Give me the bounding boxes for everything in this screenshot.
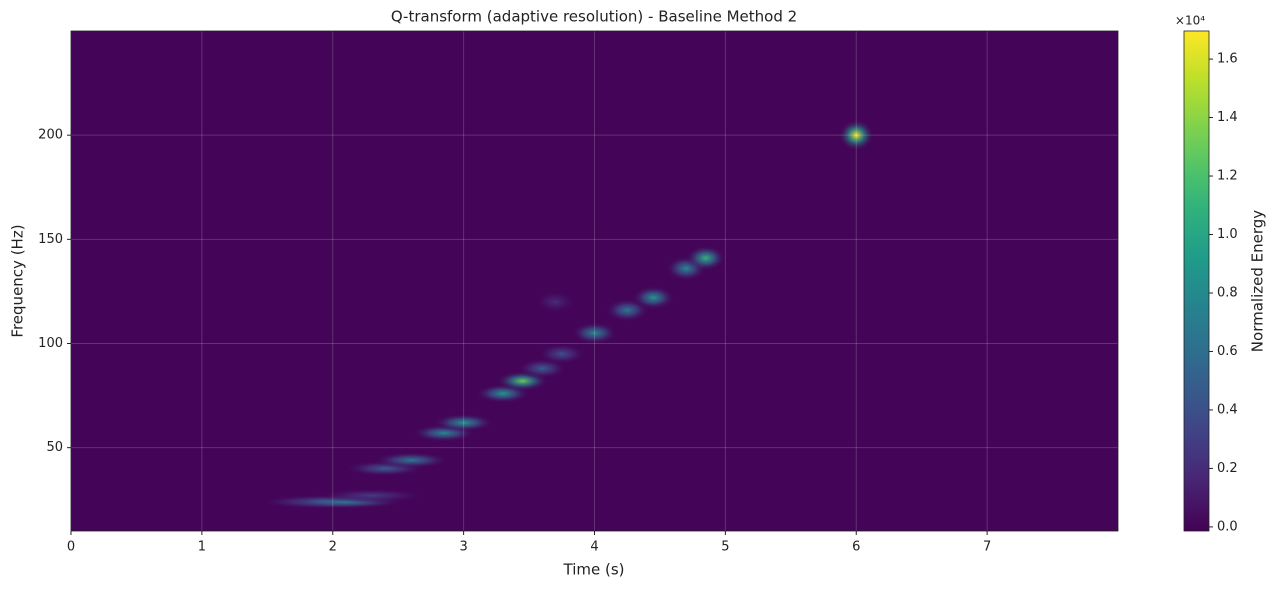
y-axis-label: Frequency (Hz) [9,224,27,337]
y-tick-label: 100 [38,336,63,351]
energy-blob [533,289,578,314]
energy-blob [571,321,618,345]
colorbar-tick-label: 1.0 [1217,227,1238,242]
energy-blob [432,413,495,432]
x-tick-label: 6 [852,540,860,555]
energy-blob [315,488,429,503]
x-tick-label: 7 [983,540,991,555]
colorbar-offset: ×10⁴ [1175,14,1205,28]
energy-blob [372,451,451,469]
x-tick-label: 5 [721,540,729,555]
x-tick-label: 4 [590,540,598,555]
plot-area [71,31,1118,531]
colorbar [1183,30,1210,532]
colorbar-tick-label: 1.4 [1217,110,1238,125]
x-tick-label: 1 [198,540,206,555]
y-tick-label: 150 [38,232,63,247]
energy-blob [838,119,875,152]
y-tick-label: 200 [38,128,63,143]
colorbar-tick-label: 0.0 [1217,519,1238,534]
x-tick-label: 0 [67,540,75,555]
colorbar-tick-label: 0.4 [1217,402,1238,417]
colorbar-tick-label: 0.6 [1217,344,1238,359]
x-axis-label: Time (s) [563,561,625,579]
colorbar-tick-label: 1.2 [1217,169,1238,184]
energy-blob [631,285,676,310]
colorbar-tick-label: 0.2 [1217,461,1238,476]
x-tick-label: 2 [329,540,337,555]
y-tick-label: 50 [46,440,63,455]
energy-blob [685,245,727,272]
energy-blob [537,343,587,365]
colorbar-tick-label: 1.6 [1217,52,1238,67]
x-tick-label: 3 [459,540,467,555]
plot-frame [70,30,1119,532]
chart-title: Q-transform (adaptive resolution) - Base… [391,8,797,26]
colorbar-label: Normalized Energy [1249,210,1267,352]
colorbar-tick-label: 0.8 [1217,285,1238,300]
